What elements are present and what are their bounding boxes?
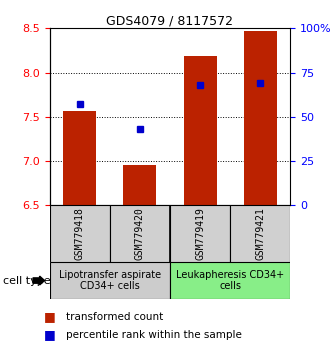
- Bar: [183, 56, 216, 205]
- Text: GSM779420: GSM779420: [135, 207, 145, 260]
- Text: GSM779421: GSM779421: [255, 207, 265, 260]
- Text: transformed count: transformed count: [66, 312, 163, 322]
- Text: GSM779418: GSM779418: [75, 207, 84, 260]
- Text: Lipotransfer aspirate
CD34+ cells: Lipotransfer aspirate CD34+ cells: [59, 270, 161, 291]
- Bar: [244, 31, 277, 205]
- Bar: [110, 205, 170, 262]
- Text: ■: ■: [44, 310, 55, 323]
- Text: ■: ■: [44, 328, 55, 341]
- Bar: [123, 165, 156, 205]
- Bar: [170, 205, 230, 262]
- Text: Leukapheresis CD34+
cells: Leukapheresis CD34+ cells: [176, 270, 284, 291]
- Text: GSM779419: GSM779419: [195, 207, 205, 260]
- Bar: [63, 110, 96, 205]
- Bar: [230, 205, 290, 262]
- Bar: [50, 205, 110, 262]
- Bar: [50, 262, 170, 299]
- Bar: [170, 262, 290, 299]
- Text: percentile rank within the sample: percentile rank within the sample: [66, 330, 242, 339]
- Title: GDS4079 / 8117572: GDS4079 / 8117572: [107, 14, 233, 27]
- Text: cell type: cell type: [3, 275, 51, 286]
